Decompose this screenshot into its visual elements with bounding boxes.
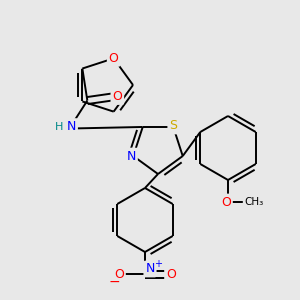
Text: CH₃: CH₃ xyxy=(244,197,264,207)
Text: H: H xyxy=(55,122,64,131)
Text: O: O xyxy=(112,90,122,103)
Text: O: O xyxy=(109,52,118,65)
Text: −: − xyxy=(108,275,120,289)
Text: N: N xyxy=(127,149,136,163)
Text: O: O xyxy=(114,268,124,281)
Text: N: N xyxy=(145,262,155,275)
Text: O: O xyxy=(221,196,231,208)
Text: N: N xyxy=(67,120,76,133)
Text: S: S xyxy=(169,119,177,133)
Text: O: O xyxy=(166,268,176,281)
Text: +: + xyxy=(154,259,162,269)
